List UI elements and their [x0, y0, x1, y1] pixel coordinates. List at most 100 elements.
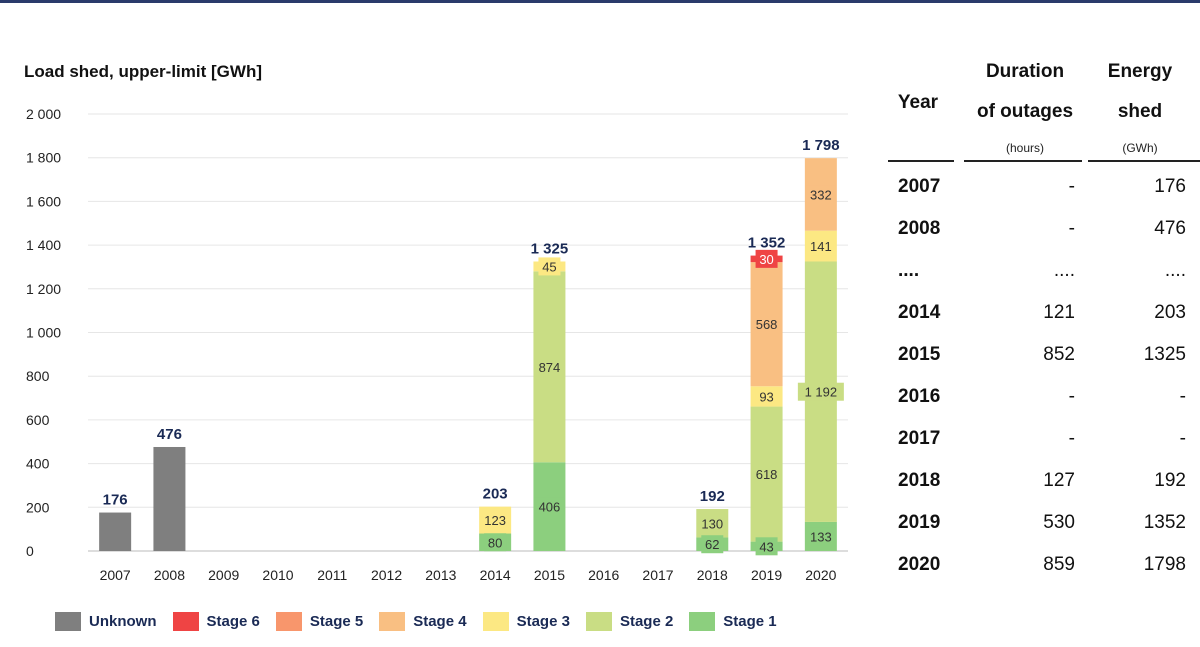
header-energy-unit: (GWh)	[1122, 141, 1158, 155]
total-label: 176	[103, 492, 128, 509]
data-label-bg	[755, 387, 778, 406]
x-tick-label: 2015	[534, 567, 565, 583]
legend-item-unknown: Unknown	[55, 612, 157, 631]
table-row-energy: ....	[1164, 260, 1186, 281]
total-label: 476	[157, 426, 182, 443]
data-label: 80	[488, 535, 502, 550]
table-row-duration: 127	[1043, 470, 1075, 491]
legend-swatch	[585, 612, 612, 631]
legend-swatch	[689, 612, 716, 631]
y-tick-label: 1 000	[26, 325, 61, 341]
data-label: 1 192	[805, 385, 838, 400]
total-label: 1 798	[802, 137, 840, 154]
data-label: 93	[759, 389, 773, 404]
x-tick-label: 2011	[317, 567, 347, 583]
data-label-bg	[805, 527, 836, 546]
data-label-bg	[534, 497, 565, 516]
table-row-year: 2019	[898, 512, 941, 533]
legend-swatch	[379, 612, 406, 631]
table-row-year: 2008	[898, 218, 941, 239]
legend-item-stage6: Stage 6	[172, 612, 260, 631]
table-row-duration: 859	[1043, 554, 1075, 575]
x-tick-label: 2012	[371, 567, 402, 583]
data-label: 133	[810, 529, 832, 544]
data-label-bg	[538, 257, 561, 276]
table-row-year: 2007	[898, 176, 941, 197]
load-shed-chart: 0 200 400 600 800 1 000 1 200 1 400 1 600 1 800 2 …	[26, 106, 848, 583]
y-tick-label: 0	[26, 543, 34, 559]
legend-swatch	[172, 612, 199, 631]
header-energy-2: shed	[1117, 101, 1163, 122]
table-row-year: 2014	[898, 302, 941, 323]
data-label-bg	[484, 533, 507, 552]
data-label: 62	[705, 537, 719, 552]
table-row-energy: 176	[1154, 176, 1186, 197]
data-label: 45	[542, 259, 556, 274]
table-row-energy: -	[1179, 428, 1186, 449]
table-row-energy: 476	[1154, 218, 1186, 239]
legend-swatch	[275, 612, 302, 631]
data-label-bg	[755, 249, 778, 268]
bar-segment	[99, 512, 132, 551]
table-row-year: 2018	[898, 470, 941, 491]
table-row-duration: -	[1068, 176, 1075, 197]
table-row-energy: 1798	[1143, 554, 1186, 575]
y-tick-label: 1 600	[26, 193, 61, 209]
x-tick-label: 2008	[154, 567, 185, 583]
legend-item-stage4: Stage 4	[379, 612, 467, 631]
data-label-bg	[751, 315, 782, 334]
y-tick-label: 800	[26, 368, 50, 384]
x-tick-label: 2010	[262, 567, 293, 583]
data-label-bg	[751, 465, 782, 484]
y-tick-label: 1 400	[26, 237, 61, 253]
y-tick-label: 2 000	[26, 106, 61, 122]
table-row-year: 2016	[898, 386, 941, 407]
data-label: 30	[759, 252, 773, 267]
legend-item-stage2: Stage 2	[585, 612, 673, 631]
table-row-energy: 203	[1154, 302, 1186, 323]
total-label: 192	[700, 488, 725, 505]
data-label: 141	[810, 239, 832, 254]
table-row-energy: 192	[1154, 470, 1186, 491]
x-tick-label: 2016	[588, 567, 619, 583]
table-row-energy: 1325	[1143, 344, 1186, 365]
data-label: 874	[539, 360, 561, 375]
table-row-duration: 121	[1043, 302, 1075, 323]
table-row-year: 2017	[898, 428, 941, 449]
total-label: 203	[483, 486, 508, 503]
x-tick-label: 2017	[642, 567, 673, 583]
x-tick-label: 2014	[480, 567, 511, 583]
data-label-bg	[755, 537, 778, 556]
table-row-year: ....	[898, 260, 920, 281]
x-tick-label: 2020	[805, 567, 836, 583]
header-rule-duration	[964, 160, 1082, 162]
table-row-duration: 530	[1043, 512, 1075, 533]
table-row-energy: 1352	[1143, 512, 1186, 533]
data-label: 618	[756, 467, 778, 482]
data-label: 568	[756, 317, 778, 332]
table-row-duration: -	[1068, 428, 1075, 449]
data-label-bg	[701, 535, 724, 554]
bar-segment	[153, 446, 186, 551]
chart-legend: Unknown Stage 6 Stage 5 Stage 4 Stage 3 …	[55, 612, 793, 631]
data-label-bg	[534, 357, 565, 376]
header-rule-year	[888, 160, 954, 162]
y-tick-label: 400	[26, 456, 50, 472]
legend-item-stage3: Stage 3	[482, 612, 570, 631]
table-row-duration: ....	[1053, 260, 1075, 281]
data-label-bg	[805, 185, 836, 204]
table-row-duration: -	[1068, 386, 1075, 407]
total-label: 1 352	[748, 235, 786, 252]
header-duration-1: Duration	[985, 61, 1065, 82]
y-tick-label: 600	[26, 412, 50, 428]
x-tick-label: 2009	[208, 567, 239, 583]
data-label: 332	[810, 187, 832, 202]
y-tick-label: 200	[26, 499, 50, 515]
x-tick-label: 2013	[425, 567, 456, 583]
header-year: Year	[897, 92, 939, 113]
legend-item-stage1: Stage 1	[689, 612, 777, 631]
data-label: 130	[701, 516, 723, 531]
data-label-bg	[480, 511, 511, 530]
legend-swatch	[482, 612, 509, 631]
legend-swatch	[55, 612, 81, 631]
